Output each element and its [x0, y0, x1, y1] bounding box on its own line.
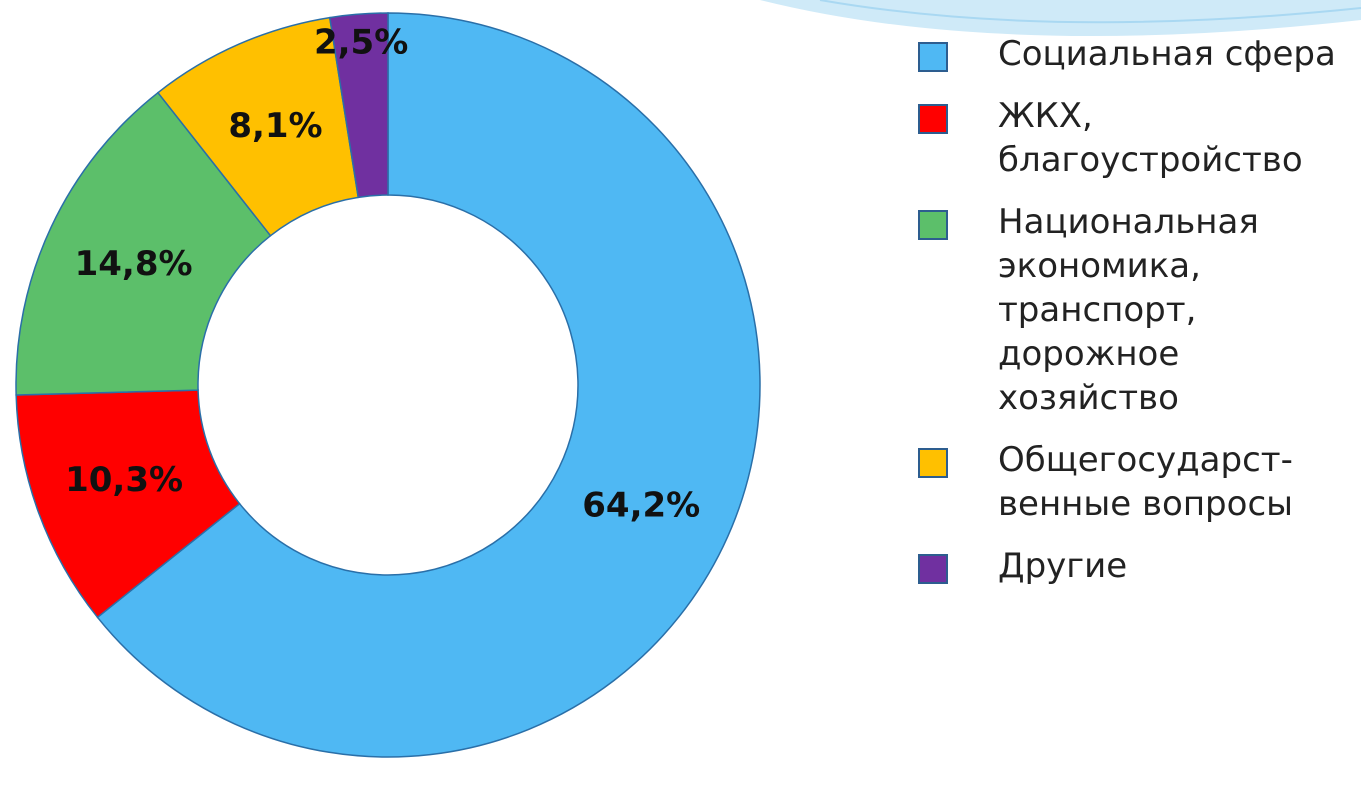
legend-swatch — [918, 42, 948, 72]
legend-label: ЖКХ, благоустройство — [998, 96, 1303, 180]
decoration — [819, 0, 1361, 24]
value-label: 14,8% — [75, 244, 193, 284]
slice — [15, 91, 272, 396]
legend-swatch — [918, 104, 948, 134]
slice — [328, 12, 389, 199]
legend-item: Социальная сфера — [918, 32, 1358, 76]
legend-label: Социальная сфера — [998, 34, 1336, 74]
value-label: 8,1% — [228, 106, 322, 146]
value-label: 10,3% — [65, 460, 183, 500]
legend-swatch — [918, 554, 948, 584]
legend-item: Национальная экономика, транспорт, дорож… — [918, 200, 1358, 420]
value-label: 2,5% — [314, 23, 408, 63]
slices — [15, 12, 761, 758]
legend-label: Общегосударст-венные вопросы — [998, 440, 1293, 524]
legend-item: Общегосударст-венные вопросы — [918, 438, 1358, 526]
legend-item: ЖКХ, благоустройство — [918, 94, 1358, 182]
labels: 64,2% 10,3% 14,8% 8,1% 2,5% — [65, 23, 700, 526]
legend-label: Другие — [998, 546, 1128, 586]
slice — [96, 12, 761, 758]
legend-item: Другие — [918, 544, 1358, 588]
decoration — [760, 0, 1361, 36]
legend-label: Национальная экономика, транспорт, дорож… — [998, 202, 1259, 418]
legend-swatch — [918, 210, 948, 240]
value-label: 64,2% — [582, 485, 700, 525]
legend: Социальная сфера ЖКХ, благоустройство Наци… — [918, 32, 1358, 588]
legend-swatch — [918, 448, 948, 478]
